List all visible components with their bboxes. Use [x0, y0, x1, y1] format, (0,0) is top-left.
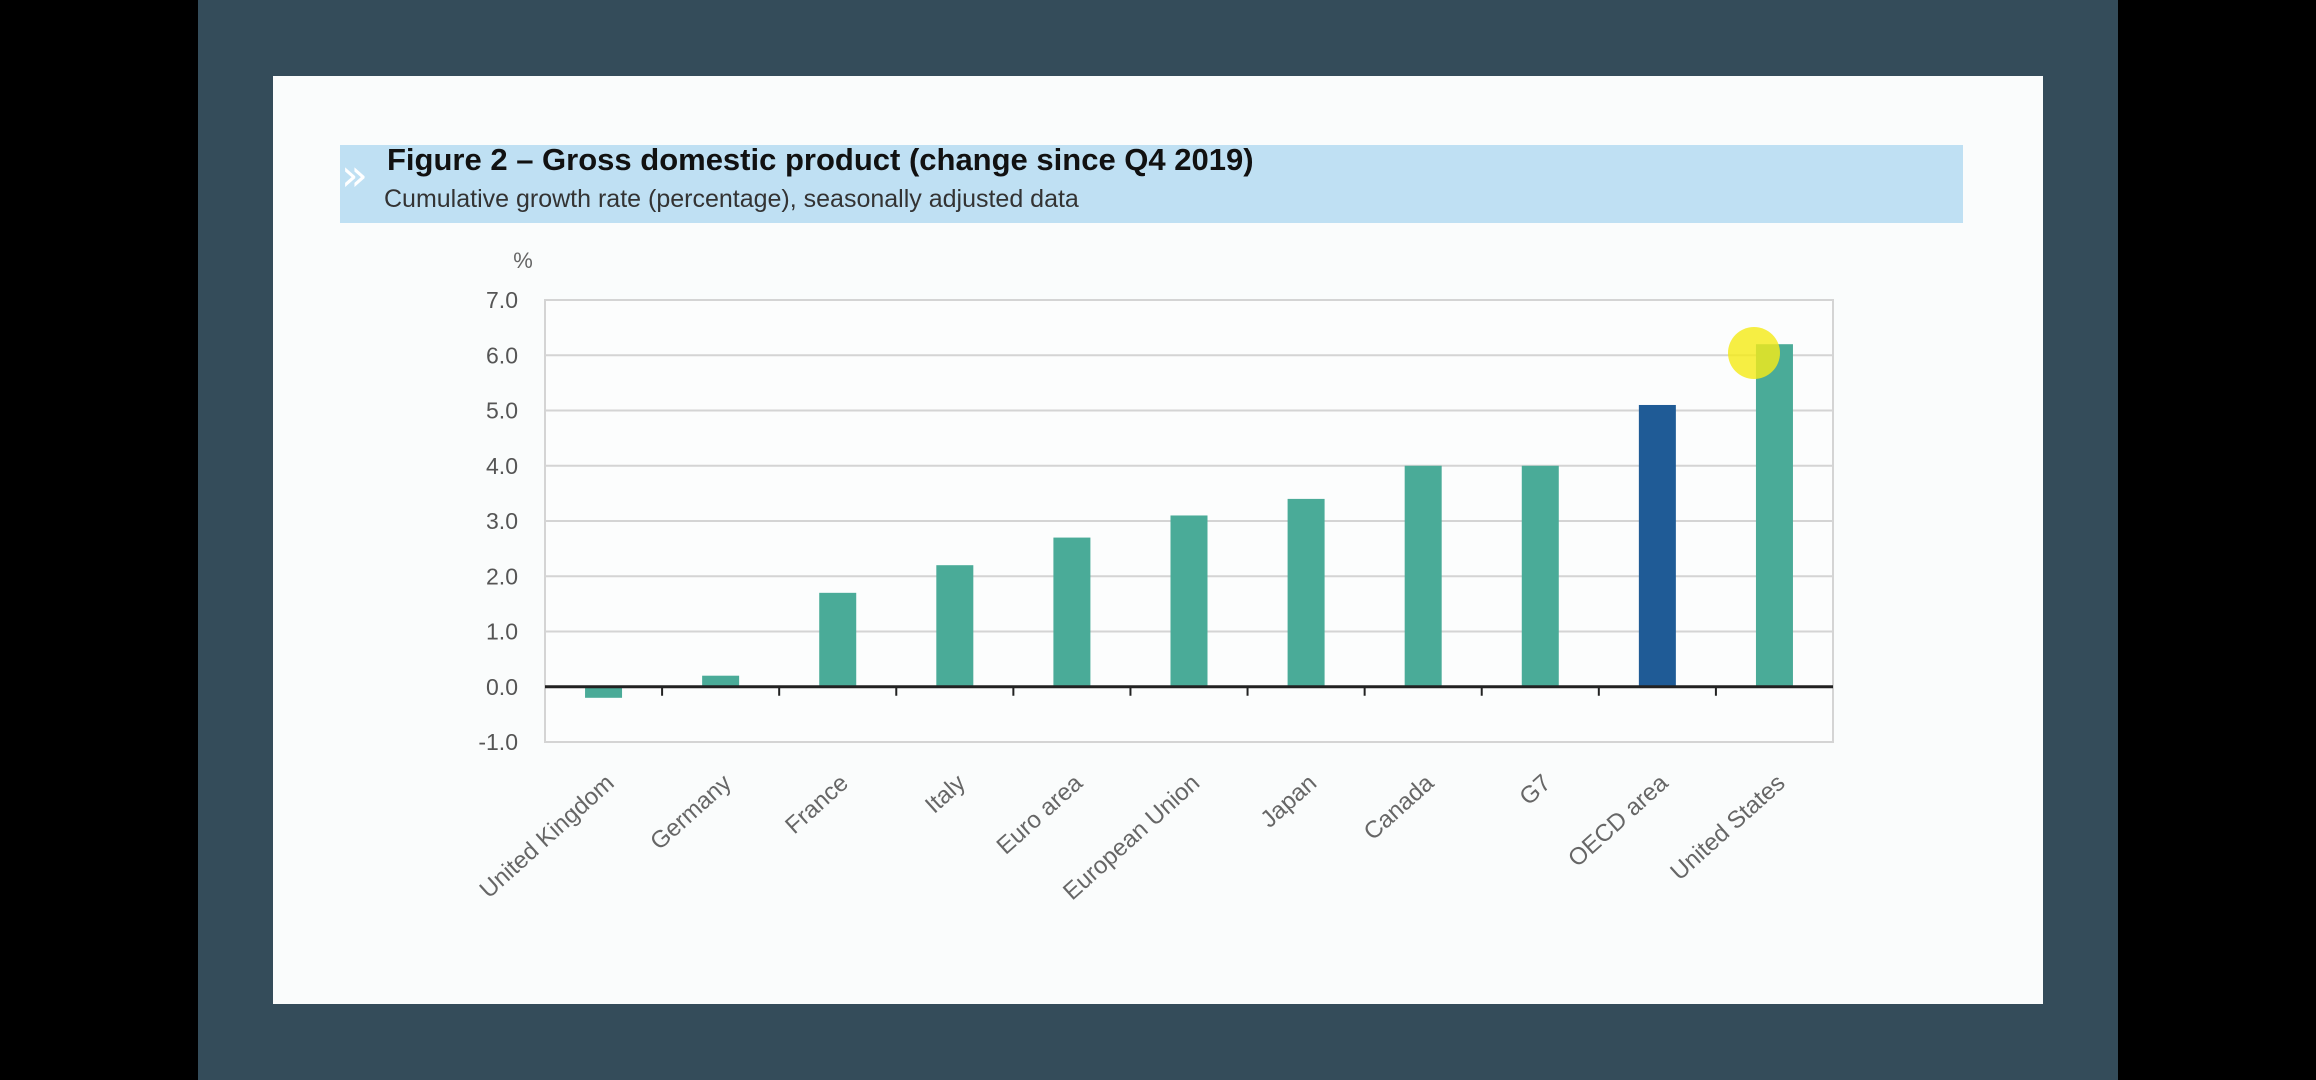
bar-japan	[1287, 498, 1325, 687]
category-label: Euro area	[992, 769, 1089, 860]
category-labels: United Kingdom Germany France Italy Euro are…	[475, 769, 1791, 906]
bar-european-union	[1170, 515, 1208, 687]
y-unit-label: %	[513, 248, 533, 273]
figure-subtitle: Cumulative growth rate (percentage), sea…	[384, 185, 1079, 213]
bar-france	[819, 592, 857, 687]
title-band	[340, 145, 1963, 223]
x-tick-marks	[661, 686, 1717, 696]
bar-oecd-area	[1638, 404, 1676, 687]
category-label: United States	[1665, 769, 1790, 885]
y-tick-label: 5.0	[486, 398, 518, 424]
bars	[585, 344, 1793, 698]
category-label: G7	[1514, 769, 1556, 810]
bar-g7	[1521, 465, 1559, 687]
category-label: France	[780, 769, 854, 839]
bar-united-kingdom	[585, 686, 623, 698]
category-label: Italy	[920, 769, 971, 819]
category-label: OECD area	[1563, 769, 1674, 873]
category-label: Canada	[1359, 769, 1440, 846]
bar-italy	[936, 565, 974, 687]
bar-united-states	[1755, 344, 1793, 687]
y-tick-label: 6.0	[486, 342, 518, 368]
bar-euro-area	[1053, 537, 1091, 687]
figure-title: Figure 2 – Gross domestic product (chang…	[387, 142, 1254, 177]
bar-canada	[1404, 465, 1442, 687]
y-tick-label: 1.0	[486, 619, 518, 645]
category-label: Japan	[1255, 769, 1322, 833]
bar-germany	[702, 675, 740, 687]
y-tick-label: 0.0	[486, 674, 518, 700]
y-tick-label: 7.0	[486, 287, 518, 313]
y-tick-label: 4.0	[486, 453, 518, 479]
y-tick-label: 2.0	[486, 563, 518, 589]
y-tick-labels: 7.0 6.0 5.0 4.0 3.0 2.0 1.0 0.0 -1.0	[478, 287, 518, 755]
category-label: Germany	[645, 769, 736, 855]
y-tick-label: 3.0	[486, 508, 518, 534]
category-label: United Kingdom	[475, 769, 620, 903]
y-tick-label: -1.0	[478, 729, 518, 755]
cursor-highlight	[1728, 327, 1780, 379]
